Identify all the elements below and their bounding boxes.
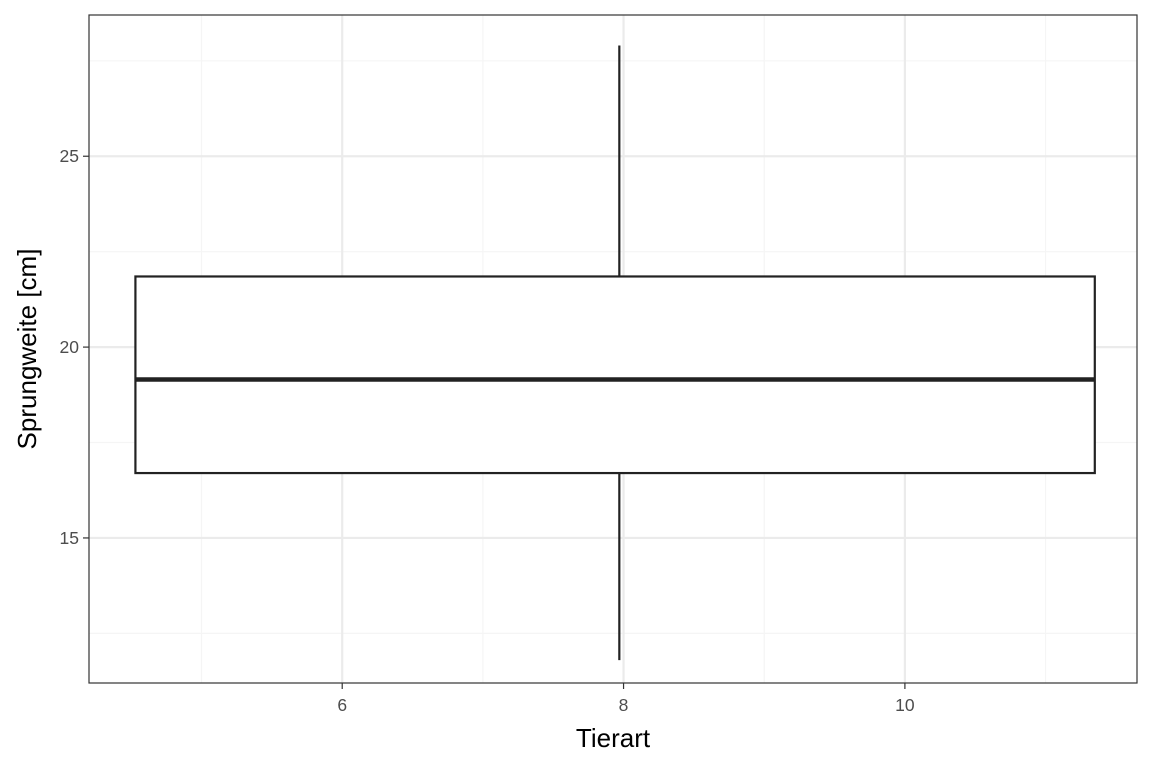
x-tick-label: 10 <box>895 695 915 715</box>
axis-ticks <box>83 155 906 689</box>
x-tick-label: 8 <box>619 695 629 715</box>
x-tick-label: 6 <box>337 695 347 715</box>
box-iqr <box>134 275 1096 475</box>
y-tick-label: 20 <box>60 337 80 357</box>
y-axis-title: Sprungweite [cm] <box>12 249 42 450</box>
x-axis-title: Tierart <box>576 723 651 753</box>
panel-border <box>88 14 1138 684</box>
y-tick-label: 15 <box>60 528 79 548</box>
y-tick-label: 25 <box>60 146 79 166</box>
box-layer <box>134 45 1096 661</box>
axis-tick-labels: 6 8 10 15 20 25 <box>60 146 915 715</box>
